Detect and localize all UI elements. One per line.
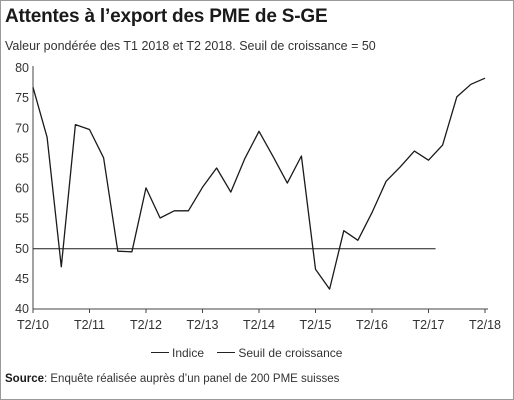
- legend-label-seuil: Seuil de croissance: [238, 345, 343, 360]
- x-tick-label: T2/17: [413, 318, 445, 332]
- y-tick-label: 55: [15, 212, 29, 226]
- source-note: Source: Enquête réalisée auprès d’un pan…: [5, 373, 339, 385]
- y-tick-label: 45: [15, 272, 29, 286]
- legend-line-indice-icon: [151, 352, 169, 353]
- source-label: Source: [5, 373, 44, 385]
- x-tick-label: T2/13: [187, 318, 219, 332]
- y-axis-tick-labels: 40 45 50 55 60 65 70 75 80: [15, 61, 29, 316]
- legend-line-seuil-icon: [217, 352, 236, 353]
- series-line-indice: [32, 77, 486, 290]
- x-axis-tick-labels: T2/10 T2/11 T2/12 T2/13 T2/14 T2/15 T2/16 T2/17…: [17, 318, 501, 332]
- chart-legend: Indice Seuil de croissance: [151, 342, 352, 360]
- chart-series: [32, 77, 486, 290]
- y-tick-label: 70: [15, 121, 29, 135]
- x-tick-label: T2/18: [469, 318, 501, 332]
- chart-title: Attentes à l’export des PME de S-GE: [5, 6, 328, 27]
- chart-subtitle: Valeur pondérée des T1 2018 et T2 2018. …: [5, 39, 376, 53]
- x-tick-label: T2/10: [17, 318, 49, 332]
- y-tick-label: 50: [15, 242, 29, 256]
- chart-axes: [32, 66, 488, 313]
- y-tick-label: 60: [15, 182, 29, 196]
- x-tick-label: T2/11: [74, 318, 105, 332]
- legend-item-seuil: Seuil de croissance: [217, 346, 342, 360]
- x-tick-label: T2/14: [243, 318, 275, 332]
- y-tick-label: 40: [15, 302, 29, 316]
- x-tick-label: T2/16: [356, 318, 388, 332]
- y-tick-label: 80: [15, 61, 29, 75]
- legend-label-indice: Indice: [172, 345, 205, 360]
- source-text: : Enquête réalisée auprès d’un panel de …: [44, 373, 340, 385]
- legend-item-indice: Indice: [151, 346, 204, 360]
- x-tick-label: T2/15: [300, 318, 332, 332]
- x-tick-label: T2/12: [130, 318, 162, 332]
- y-tick-label: 65: [15, 151, 29, 165]
- y-tick-label: 75: [15, 91, 29, 105]
